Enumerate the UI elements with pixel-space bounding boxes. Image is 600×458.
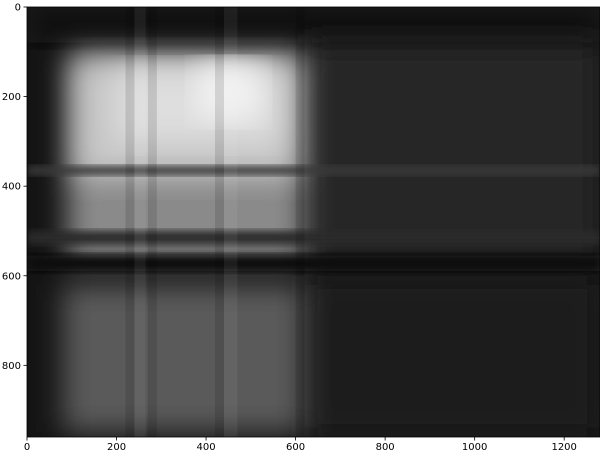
image-region (63, 285, 305, 433)
image-stripe (296, 7, 305, 437)
image-stripe (125, 7, 134, 437)
x-tick-label: 1000 (462, 442, 487, 453)
image-stripe (215, 7, 224, 437)
y-tick-label: 600 (2, 271, 21, 282)
image (27, 7, 600, 437)
x-tick-label: 0 (24, 442, 30, 453)
image-stripe (148, 7, 157, 437)
image-region (27, 166, 600, 175)
image-region (27, 7, 600, 43)
y-tick-label: 0 (15, 3, 21, 14)
image-stripe (224, 7, 237, 437)
image-region (305, 276, 600, 437)
y-tick-label: 400 (2, 182, 21, 193)
x-tick-label: 400 (197, 442, 216, 453)
image-region (305, 43, 600, 258)
x-tick-label: 800 (376, 442, 395, 453)
x-tick-label: 600 (286, 442, 305, 453)
x-tick-label: 1200 (551, 442, 576, 453)
image-region (27, 256, 600, 272)
y-tick-label: 800 (2, 361, 21, 372)
image-stripe (134, 7, 145, 437)
chart: 0 200 400 600 800 1000 1200 0 200 400 600 800 (0, 0, 600, 458)
y-tick-label: 200 (2, 92, 21, 103)
x-tick-label: 200 (107, 442, 126, 453)
image-region (27, 231, 600, 244)
